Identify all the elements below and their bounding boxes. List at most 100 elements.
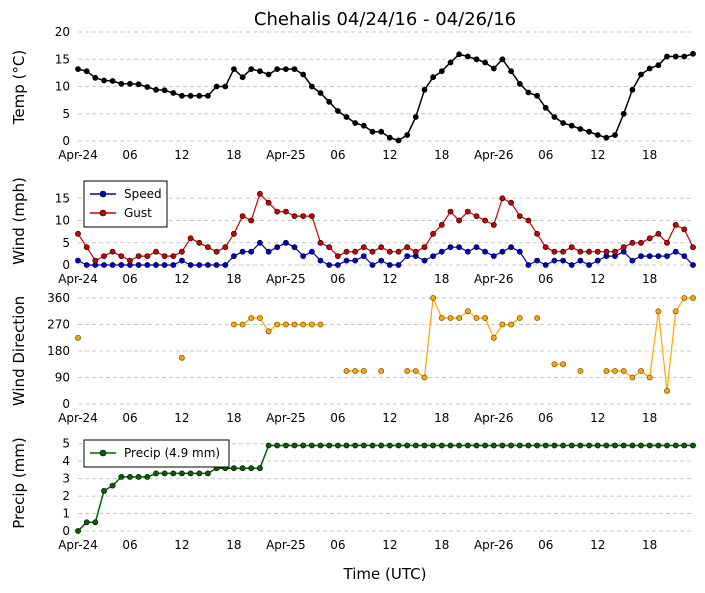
speed-data-point (101, 262, 107, 268)
precip-data-point (282, 442, 289, 449)
gust-data-point (317, 239, 324, 246)
gust-data-point (144, 253, 151, 259)
gust-data-point (551, 248, 558, 255)
gust-data-point (447, 208, 454, 215)
direction-data-point (239, 321, 246, 328)
direction-data-point (404, 368, 411, 374)
x-tick-label: 06 (538, 148, 553, 162)
temp-data-point (161, 87, 168, 94)
speed-data-point (482, 248, 488, 255)
temp-data-point (326, 98, 333, 105)
gust-data-point (456, 217, 462, 224)
speed-data-point (499, 248, 506, 255)
x-tick-label: 18 (434, 272, 449, 286)
precip-data-point (551, 442, 558, 449)
speed-data-point (629, 257, 636, 264)
legend-swatch-marker (99, 449, 107, 457)
gust-data-point (516, 213, 523, 219)
legend-box (83, 180, 168, 228)
temp-data-point (204, 92, 211, 99)
direction-data-point (317, 321, 324, 328)
direction-data-point (438, 315, 445, 321)
speed-data-point (534, 257, 540, 264)
precip-data-point (499, 442, 506, 449)
speed-series-line (77, 242, 694, 266)
y-tick-label: 90 (55, 371, 70, 385)
temp-data-point (594, 132, 601, 138)
direction-data-point (612, 368, 618, 374)
legend-entry-gust: Gust (124, 206, 152, 220)
speed-data-point (456, 244, 462, 251)
precip-data-point (92, 519, 99, 526)
direction-data-point (516, 315, 523, 321)
gust-data-point (274, 208, 281, 215)
gust-data-point (204, 244, 211, 251)
temp-data-point (222, 83, 229, 90)
x-tick-label: 12 (590, 148, 605, 162)
gust-data-point (187, 235, 194, 242)
x-tick-label: 06 (538, 538, 553, 552)
precip-data-point (421, 442, 428, 449)
precip-data-point (646, 442, 653, 449)
gust-data-point (430, 230, 436, 237)
gust-data-point (482, 217, 488, 224)
speed-data-point (473, 244, 480, 251)
temp-data-point (291, 66, 298, 72)
gust-data-point (594, 248, 601, 255)
precip-data-point (447, 442, 454, 449)
gust-data-point (308, 213, 315, 219)
precip-data-point (153, 470, 159, 477)
temp-data-point (473, 56, 480, 63)
x-axis-label: Time (UTC) (343, 565, 427, 583)
panel-2: 0 5 10 15 Apr-24 06 12 18 Apr-25 06 12 18 Apr-26 06 12… (10, 177, 696, 286)
temp-data-point (274, 66, 281, 72)
gust-series-line (77, 193, 694, 262)
gust-data-point (534, 230, 540, 237)
gust-data-point (83, 244, 90, 251)
precip-data-point (508, 442, 514, 449)
legend-swatch-marker (99, 190, 107, 198)
x-tick-label: 18 (226, 411, 241, 425)
precip-data-point (187, 470, 194, 477)
speed-data-point (118, 262, 125, 268)
temp-data-point (404, 132, 411, 138)
x-tick-label: Apr-24 (58, 411, 98, 425)
temp-data-point (248, 66, 255, 72)
speed-data-point (586, 262, 592, 268)
direction-data-point (490, 334, 497, 341)
chart-title: Chehalis 04/24/16 - 04/26/16 (254, 9, 516, 30)
precip-data-point (482, 442, 488, 449)
direction-data-point (378, 368, 385, 374)
x-tick-label: 12 (174, 538, 189, 552)
temp-data-point (317, 90, 324, 96)
temp-data-point (534, 92, 540, 99)
x-tick-label: 12 (590, 411, 605, 425)
gust-data-point (542, 244, 549, 251)
speed-data-point (308, 248, 315, 255)
precip-data-point (386, 442, 393, 449)
gust-data-point (412, 248, 419, 255)
gust-data-point (490, 221, 497, 228)
y-tick-label: 10 (55, 214, 70, 228)
gust-data-point (629, 239, 636, 246)
temp-data-point (282, 66, 289, 72)
speed-data-point (386, 262, 393, 268)
gust-data-point (369, 248, 376, 255)
temp-data-point (170, 90, 177, 96)
speed-data-point (109, 262, 116, 268)
speed-data-point (447, 244, 454, 251)
precip-data-point (352, 442, 359, 449)
temp-data-point (239, 74, 246, 81)
precip-data-point (196, 470, 203, 477)
precip-data-point (378, 442, 385, 449)
gust-data-point (525, 217, 532, 224)
temp-data-point (178, 92, 185, 99)
x-tick-label: Apr-24 (58, 538, 98, 552)
x-tick-label: 12 (382, 148, 397, 162)
speed-data-point (161, 262, 168, 268)
precip-data-point (170, 470, 177, 477)
gust-data-point (153, 248, 159, 255)
temp-data-point (430, 74, 436, 81)
temp-data-point (360, 122, 367, 129)
temp-data-point (144, 84, 151, 90)
